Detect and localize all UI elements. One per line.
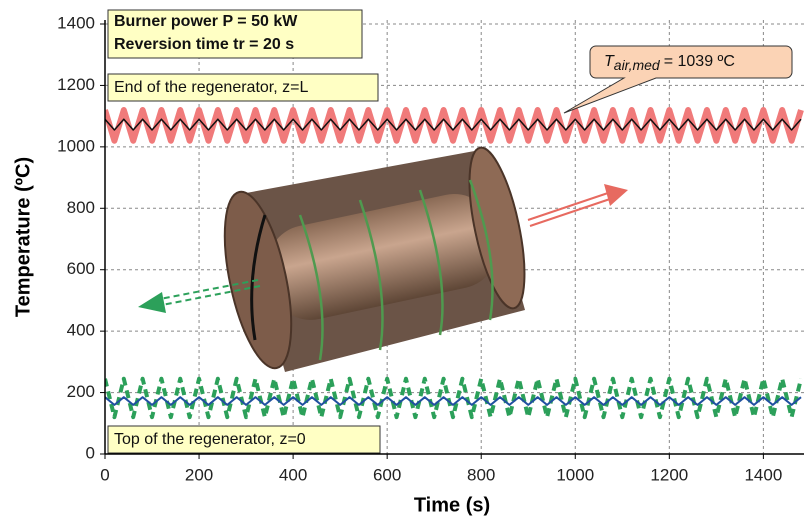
callout-subscript: air,med <box>614 57 661 73</box>
x-axis-label: Time (s) <box>414 494 490 516</box>
y-tick-label: 1200 <box>57 75 95 94</box>
plot-lines <box>105 107 804 420</box>
y-tick-label: 800 <box>67 198 95 217</box>
x-tick-label: 1200 <box>650 465 688 484</box>
series-line <box>105 107 804 144</box>
x-tick-label: 800 <box>467 465 495 484</box>
annotation: Top of the regenerator, z=0 <box>114 431 306 448</box>
callout-symbol: T <box>604 53 615 70</box>
callout <box>563 45 793 114</box>
y-tick-label: 200 <box>67 382 95 401</box>
y-tick-label: 0 <box>86 443 95 462</box>
info-box <box>107 9 363 59</box>
x-tick-label: 600 <box>373 465 401 484</box>
series-line <box>105 396 802 406</box>
x-tick-label: 200 <box>185 465 213 484</box>
series-line <box>105 376 803 420</box>
x-tick-label: 400 <box>279 465 307 484</box>
y-tick-label: 1400 <box>57 13 95 32</box>
label-box <box>107 425 381 454</box>
annotation: Reversion time tr = 20 s <box>114 36 294 53</box>
y-axis-label: Temperature (ºC) <box>12 157 34 317</box>
flow-arrows <box>138 184 628 313</box>
x-tick-label: 1400 <box>744 465 782 484</box>
y-tick-label: 400 <box>67 321 95 340</box>
regenerator-photo <box>223 146 526 372</box>
callout-value: = 1039 ºC <box>664 53 735 70</box>
x-tick-label: 1000 <box>556 465 594 484</box>
annotation: Burner power P = 50 kW <box>114 13 298 30</box>
y-tick-label: 1000 <box>57 136 95 155</box>
series-line <box>105 118 802 131</box>
x-tick-label: 0 <box>100 465 109 484</box>
y-tick-label: 600 <box>67 259 95 278</box>
annotation: End of the regenerator, z=L <box>114 79 308 96</box>
callout-text: Tair,med = 1039 ºC <box>604 53 735 72</box>
label-box <box>107 73 379 102</box>
